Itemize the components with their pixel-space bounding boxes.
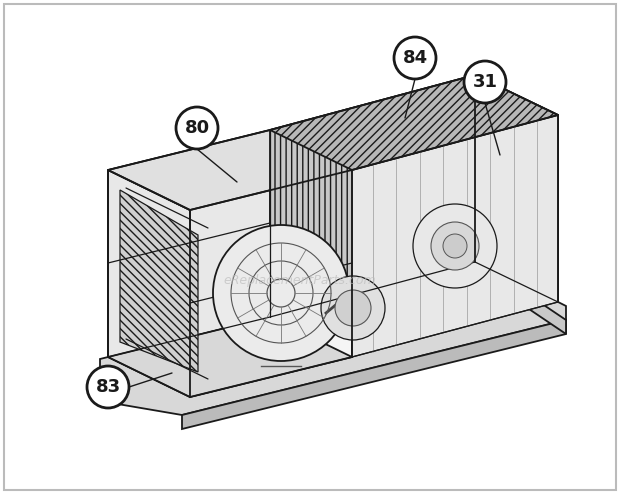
Polygon shape	[120, 190, 198, 372]
Polygon shape	[270, 75, 475, 317]
Polygon shape	[100, 264, 566, 415]
Text: eReplacementParts.com: eReplacementParts.com	[224, 274, 376, 287]
Circle shape	[321, 276, 385, 340]
Text: 31: 31	[472, 73, 497, 91]
Text: 80: 80	[184, 119, 210, 137]
Circle shape	[464, 61, 506, 103]
Circle shape	[394, 37, 436, 79]
Circle shape	[443, 234, 467, 258]
Polygon shape	[483, 264, 566, 334]
Polygon shape	[108, 317, 352, 397]
Text: 84: 84	[402, 49, 428, 67]
Circle shape	[431, 222, 479, 270]
Polygon shape	[108, 130, 352, 210]
Polygon shape	[352, 115, 558, 357]
Text: 83: 83	[95, 378, 120, 396]
Circle shape	[413, 204, 497, 288]
Polygon shape	[190, 170, 352, 397]
Polygon shape	[108, 130, 270, 357]
Polygon shape	[270, 75, 558, 170]
Polygon shape	[182, 320, 566, 429]
Circle shape	[176, 107, 218, 149]
Polygon shape	[108, 170, 190, 397]
Circle shape	[213, 225, 349, 361]
Polygon shape	[475, 75, 558, 302]
Circle shape	[87, 366, 129, 408]
Circle shape	[335, 290, 371, 326]
